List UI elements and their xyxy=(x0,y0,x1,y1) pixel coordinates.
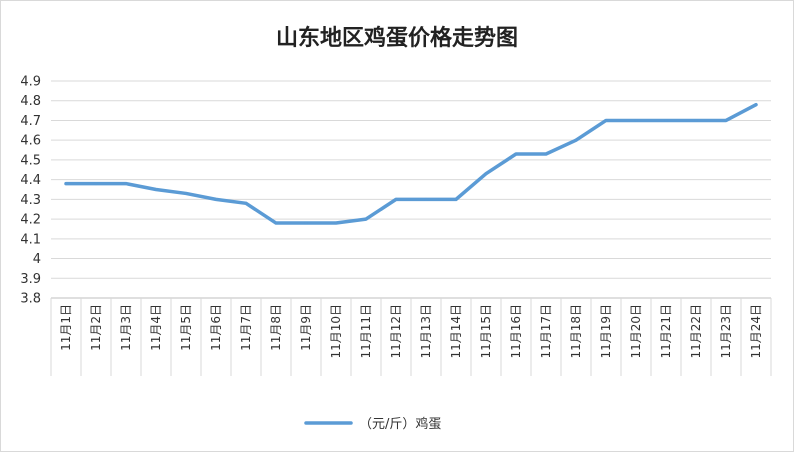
data-point xyxy=(484,172,488,176)
x-tick-label: 11月22日 xyxy=(689,304,703,359)
y-tick-label: 3.8 xyxy=(20,292,41,307)
data-point xyxy=(364,217,368,221)
y-tick-label: 4.1 xyxy=(20,232,41,247)
x-tick-label: 11月11日 xyxy=(359,304,373,359)
x-tick-label: 11月12日 xyxy=(389,304,403,359)
y-tick-label: 4 xyxy=(33,252,41,267)
data-point xyxy=(154,188,158,191)
x-tick-label: 11月23日 xyxy=(719,304,733,359)
y-tick-label: 4.9 xyxy=(20,75,41,90)
data-point xyxy=(514,152,518,156)
data-point xyxy=(454,197,458,201)
x-tick-label: 11月14日 xyxy=(449,304,463,359)
x-tick-label: 11月19日 xyxy=(599,304,613,359)
gridlines xyxy=(51,80,771,279)
data-point xyxy=(214,197,218,201)
x-tick-label: 11月2日 xyxy=(89,304,103,351)
data-point xyxy=(634,118,638,122)
data-point xyxy=(724,118,728,122)
x-tick-label: 11月1日 xyxy=(59,304,73,351)
y-tick-label: 4.8 xyxy=(20,94,41,109)
data-point xyxy=(304,221,308,225)
x-tick-label: 11月10日 xyxy=(329,304,343,359)
chart-title: 山东地区鸡蛋价格走势图 xyxy=(276,25,518,51)
x-tick-label: 11月3日 xyxy=(119,304,133,351)
data-point xyxy=(94,182,98,186)
x-tick-label: 11月6日 xyxy=(209,304,223,351)
series-line xyxy=(64,102,758,225)
legend: （元/斤）鸡蛋 xyxy=(304,416,441,432)
data-point xyxy=(244,201,248,205)
data-point xyxy=(664,118,668,122)
series-layer xyxy=(64,102,758,225)
x-tick-label: 11月21日 xyxy=(659,304,673,359)
x-tick-label: 11月20日 xyxy=(629,304,643,359)
legend-label: （元/斤）鸡蛋 xyxy=(359,416,441,432)
data-point xyxy=(574,138,578,142)
y-axis-ticks: 3.8 3.9 4 4.1 4.2 4.3 4.4 4.5 4.6 4.7 4.8 4.9 xyxy=(20,75,41,307)
x-axis-ticks: 11月1日 11月2日 11月3日 11月4日 11月5日 11月6日 11月7日 11月8日… xyxy=(59,304,763,359)
data-point xyxy=(544,152,548,156)
y-tick-label: 4.6 xyxy=(20,134,41,149)
x-tick-label: 11月24日 xyxy=(749,304,763,359)
x-tick-label: 11月15日 xyxy=(479,304,493,359)
data-point xyxy=(604,118,608,122)
x-tick-label: 11月18日 xyxy=(569,304,583,359)
data-point xyxy=(64,182,68,186)
data-point xyxy=(274,221,278,225)
x-tick-label: 11月9日 xyxy=(299,304,313,351)
data-point xyxy=(424,197,428,201)
data-point xyxy=(124,182,128,186)
y-tick-label: 3.9 xyxy=(20,272,41,287)
y-tick-label: 4.2 xyxy=(20,213,41,228)
y-tick-label: 4.7 xyxy=(20,114,41,129)
x-tick-label: 11月17日 xyxy=(539,304,553,359)
x-tick-label: 11月13日 xyxy=(419,304,433,359)
data-point xyxy=(394,197,398,201)
data-point xyxy=(334,221,338,225)
axes xyxy=(50,297,772,376)
x-tick-label: 11月8日 xyxy=(269,304,283,351)
data-point xyxy=(694,118,698,122)
y-tick-label: 4.3 xyxy=(20,193,41,208)
x-tick-label: 11月7日 xyxy=(239,304,253,351)
data-point xyxy=(184,191,188,195)
y-tick-label: 4.5 xyxy=(20,153,41,168)
x-tick-label: 11月16日 xyxy=(509,304,523,359)
y-tick-label: 4.4 xyxy=(20,173,41,188)
data-point xyxy=(754,103,758,107)
x-tick-label: 11月5日 xyxy=(179,304,193,351)
x-tick-label: 11月4日 xyxy=(149,304,163,351)
